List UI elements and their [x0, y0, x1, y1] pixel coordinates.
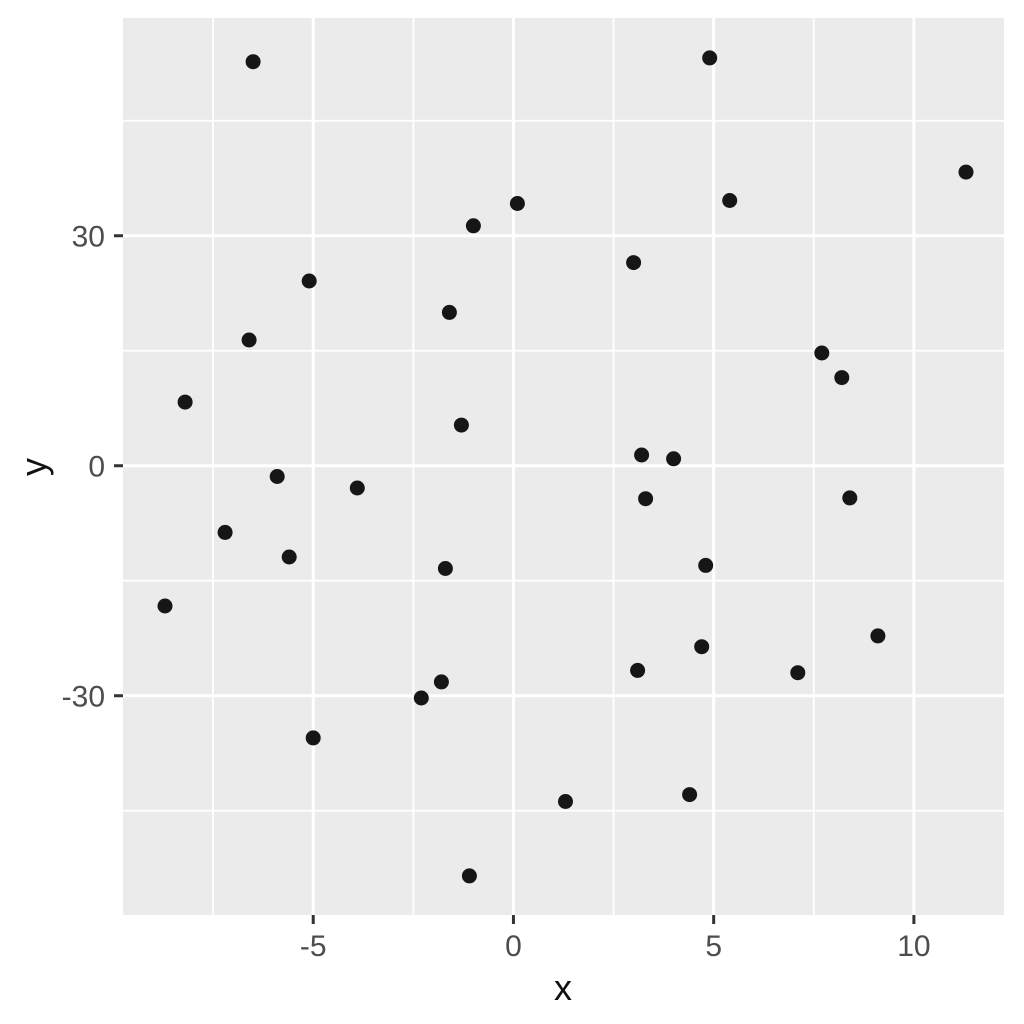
data-point	[958, 164, 974, 180]
x-axis-tick-label: 10	[897, 930, 930, 963]
data-point	[634, 447, 650, 463]
data-point	[722, 193, 738, 208]
data-point	[433, 674, 449, 690]
data-point	[465, 218, 481, 234]
data-point	[157, 598, 173, 614]
data-point	[842, 490, 858, 506]
data-point	[698, 557, 714, 573]
data-point	[638, 491, 654, 507]
x-axis-tick-label: -5	[300, 930, 327, 963]
x-axis-tick-label: 5	[705, 930, 722, 963]
data-point	[666, 451, 682, 467]
data-point	[301, 273, 317, 289]
data-point	[241, 332, 257, 348]
major-gridlines	[123, 18, 1004, 915]
data-point	[834, 370, 850, 386]
x-axis-tick-label: 0	[505, 930, 522, 963]
data-point	[217, 524, 233, 540]
data-point	[453, 417, 469, 433]
data-point	[177, 394, 193, 410]
data-point	[694, 639, 710, 655]
data-point	[245, 54, 261, 70]
data-point	[281, 549, 297, 565]
data-point	[630, 662, 646, 678]
data-point	[790, 665, 806, 681]
data-point	[413, 690, 429, 706]
data-point	[269, 469, 285, 484]
y-axis-tick-label: -30	[62, 681, 105, 714]
data-point	[682, 787, 698, 803]
data-point	[509, 196, 525, 211]
data-point	[305, 730, 321, 746]
data-point	[814, 345, 830, 361]
data-point	[437, 561, 453, 576]
data-point	[461, 868, 477, 884]
data-point	[870, 628, 886, 644]
data-point	[441, 304, 457, 320]
axis-tick-marks	[114, 234, 916, 924]
data-point	[349, 480, 365, 496]
y-axis-tick-label: 30	[72, 221, 105, 254]
data-point	[626, 255, 642, 271]
y-axis-title: y	[13, 458, 54, 476]
axis-tick-labels: -5 0 5 10 30 0 -30	[62, 221, 931, 963]
y-axis-tick-label: 0	[88, 451, 105, 484]
data-point	[558, 794, 573, 809]
data-point	[702, 50, 718, 66]
x-axis-title: x	[554, 967, 572, 1008]
data-points	[157, 50, 974, 884]
